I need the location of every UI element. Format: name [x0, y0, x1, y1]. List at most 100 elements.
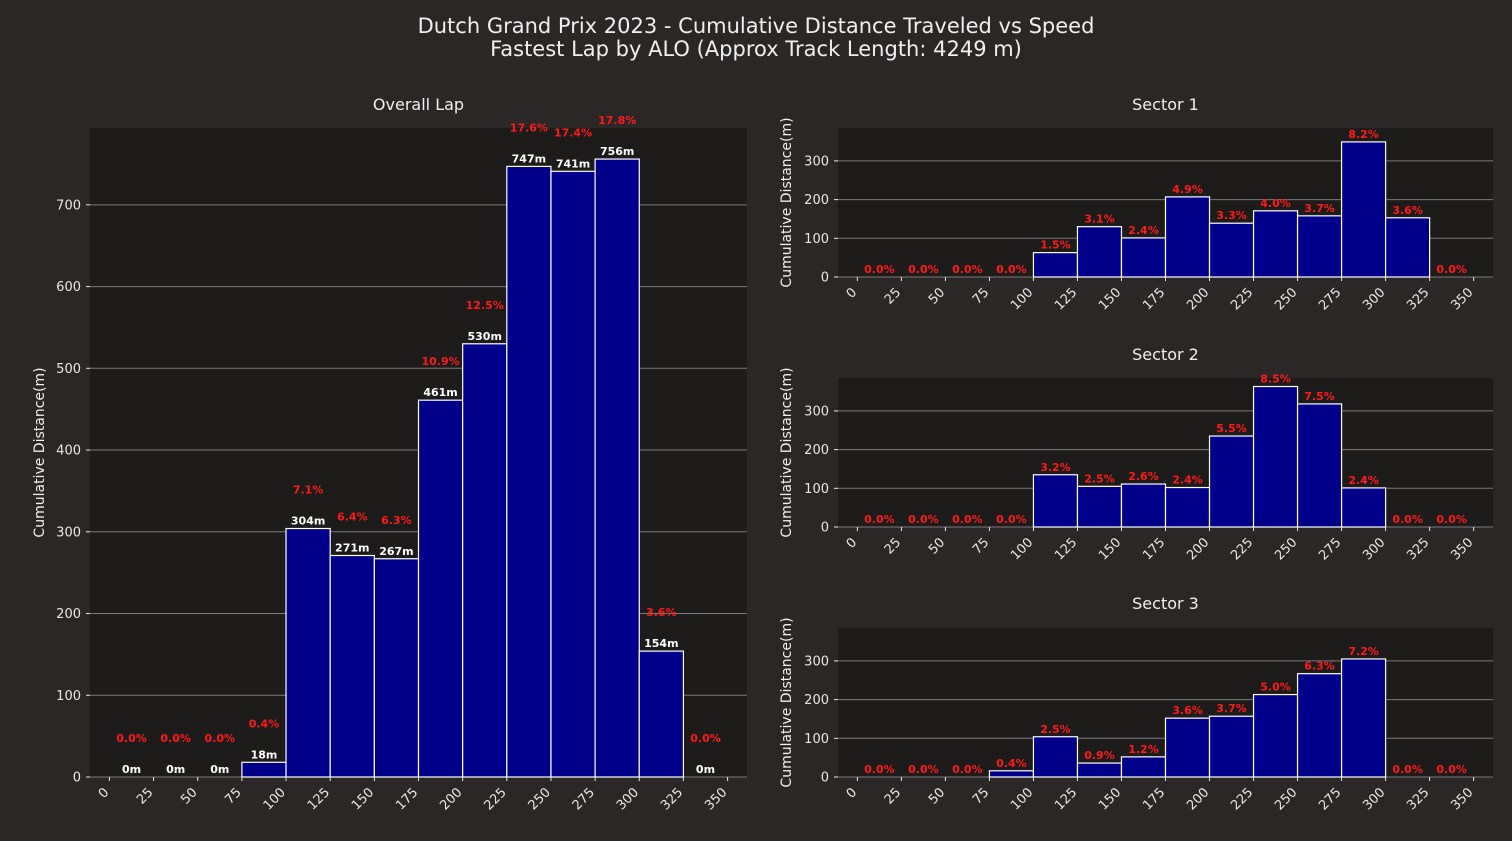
- x-tick-label: 50: [926, 535, 948, 557]
- bar-percent-label: 6.3%: [381, 514, 412, 527]
- figure-title-line-1: Dutch Grand Prix 2023 - Cumulative Dista…: [418, 14, 1095, 38]
- bar: [506, 165, 552, 778]
- y-tick-label: 200: [804, 193, 829, 208]
- bar: [988, 770, 1035, 778]
- x-tick-label: 50: [926, 285, 948, 307]
- x-tick-label: 25: [882, 785, 904, 807]
- bar: [550, 170, 596, 778]
- bar-value-label: 530m: [468, 330, 502, 343]
- x-tick-label: 0: [844, 535, 860, 551]
- y-tick-label: 0: [73, 771, 81, 786]
- x-tick-label: 25: [882, 535, 904, 557]
- bar-percent-label: 3.3%: [1216, 209, 1247, 222]
- x-tick-label: 100: [261, 785, 289, 813]
- bar: [1120, 756, 1167, 778]
- bar-percent-label: 0.0%: [690, 732, 721, 745]
- y-tick-label: 100: [804, 232, 829, 247]
- x-tick-label: 150: [1096, 785, 1124, 813]
- bar: [1296, 673, 1343, 778]
- bar-percent-label: 3.7%: [1304, 202, 1335, 215]
- bar-percent-label: 0.0%: [160, 732, 191, 745]
- bar-percent-label: 2.5%: [1084, 472, 1115, 485]
- bar-value-label: 0m: [210, 763, 229, 776]
- x-tick-label: 50: [926, 785, 948, 807]
- panel-title: Sector 3: [1132, 594, 1199, 613]
- bar-percent-label: 3.2%: [1040, 461, 1071, 474]
- y-tick-label: 300: [804, 654, 829, 669]
- bar-percent-label: 5.0%: [1260, 681, 1291, 694]
- bar: [1340, 141, 1387, 278]
- bar-percent-label: 2.4%: [1172, 474, 1203, 487]
- bar: [417, 399, 464, 778]
- bar-percent-label: 2.5%: [1040, 723, 1071, 736]
- bar: [1252, 385, 1299, 528]
- bar: [594, 158, 640, 778]
- bar-percent-label: 0.0%: [996, 263, 1027, 276]
- x-tick-label: 125: [1052, 785, 1080, 813]
- bar: [1208, 715, 1255, 778]
- bar-value-label: 304m: [291, 515, 325, 528]
- bar-percent-label: 0.0%: [952, 263, 983, 276]
- bar: [1032, 252, 1079, 278]
- bar-percent-label: 0.0%: [1436, 513, 1467, 526]
- x-tick-label: 325: [1404, 785, 1432, 813]
- x-tick-label: 300: [1360, 285, 1388, 313]
- bar-percent-label: 0.0%: [1392, 763, 1423, 776]
- bar-percent-label: 1.5%: [1040, 239, 1071, 252]
- bar-percent-label: 0.9%: [1084, 749, 1115, 762]
- bar-percent-label: 6.4%: [337, 510, 368, 523]
- x-tick-label: 225: [1228, 785, 1256, 813]
- bar-percent-label: 0.0%: [205, 732, 236, 745]
- x-tick-label: 275: [1316, 785, 1344, 813]
- x-tick-label: 300: [614, 785, 642, 813]
- x-tick-label: 275: [1316, 285, 1344, 313]
- y-tick-label: 400: [56, 444, 81, 459]
- x-tick-label: 75: [970, 785, 992, 807]
- x-tick-label: 350: [702, 785, 730, 813]
- bar-percent-label: 7.5%: [1304, 390, 1335, 403]
- panel-title: Sector 1: [1132, 95, 1199, 114]
- x-tick-label: 175: [1140, 535, 1168, 563]
- chart-panel-3: Sector 2 0 100 200 300 Cumulative Distance(m)…: [779, 345, 1493, 563]
- y-axis-label: Cumulative Distance(m): [32, 367, 48, 537]
- x-tick-label: 0: [844, 285, 860, 301]
- x-tick-label: 200: [1184, 535, 1212, 563]
- y-tick-label: 100: [804, 732, 829, 747]
- bar-percent-label: 2.4%: [1348, 474, 1379, 487]
- bar: [462, 343, 508, 778]
- bar: [1208, 435, 1255, 528]
- bar-percent-label: 8.2%: [1348, 128, 1379, 141]
- bar-percent-label: 1.2%: [1128, 743, 1159, 756]
- y-tick-label: 100: [56, 689, 81, 704]
- x-tick-label: 325: [1404, 535, 1432, 563]
- x-tick-label: 350: [1448, 785, 1476, 813]
- bar: [329, 554, 375, 778]
- bar-percent-label: 0.0%: [1436, 763, 1467, 776]
- bar: [1120, 237, 1167, 278]
- bar-percent-label: 3.6%: [1392, 204, 1423, 217]
- bar-percent-label: 0.0%: [864, 263, 895, 276]
- chart-panels: Overall Lap0100200300400500600700Cumulat…: [32, 95, 1493, 813]
- y-tick-label: 700: [56, 198, 81, 213]
- x-tick-label: 250: [1272, 785, 1300, 813]
- bar-value-label: 461m: [423, 386, 457, 399]
- figure-title-line-2: Fastest Lap by ALO (Approx Track Length:…: [490, 37, 1022, 61]
- panel-title: Sector 2: [1132, 345, 1199, 364]
- bar: [1340, 487, 1387, 528]
- y-tick-label: 100: [804, 482, 829, 497]
- x-tick-label: 325: [658, 785, 686, 813]
- bar: [1208, 222, 1255, 278]
- bar-percent-label: 0.0%: [908, 513, 939, 526]
- y-tick-label: 200: [804, 443, 829, 458]
- x-tick-label: 50: [178, 785, 200, 807]
- bar: [1296, 403, 1343, 528]
- bar-percent-label: 6.3%: [1304, 660, 1335, 673]
- bar-value-label: 18m: [251, 748, 278, 761]
- bar-percent-label: 0.0%: [1392, 513, 1423, 526]
- bar-percent-label: 5.5%: [1216, 422, 1247, 435]
- bar-percent-label: 0.0%: [908, 763, 939, 776]
- x-tick-label: 75: [970, 285, 992, 307]
- bar-value-label: 154m: [644, 637, 678, 650]
- x-tick-label: 25: [134, 785, 156, 807]
- chart-panel-4: Sector 3 0 100 200 300 Cumulative Distance(m)…: [779, 594, 1493, 813]
